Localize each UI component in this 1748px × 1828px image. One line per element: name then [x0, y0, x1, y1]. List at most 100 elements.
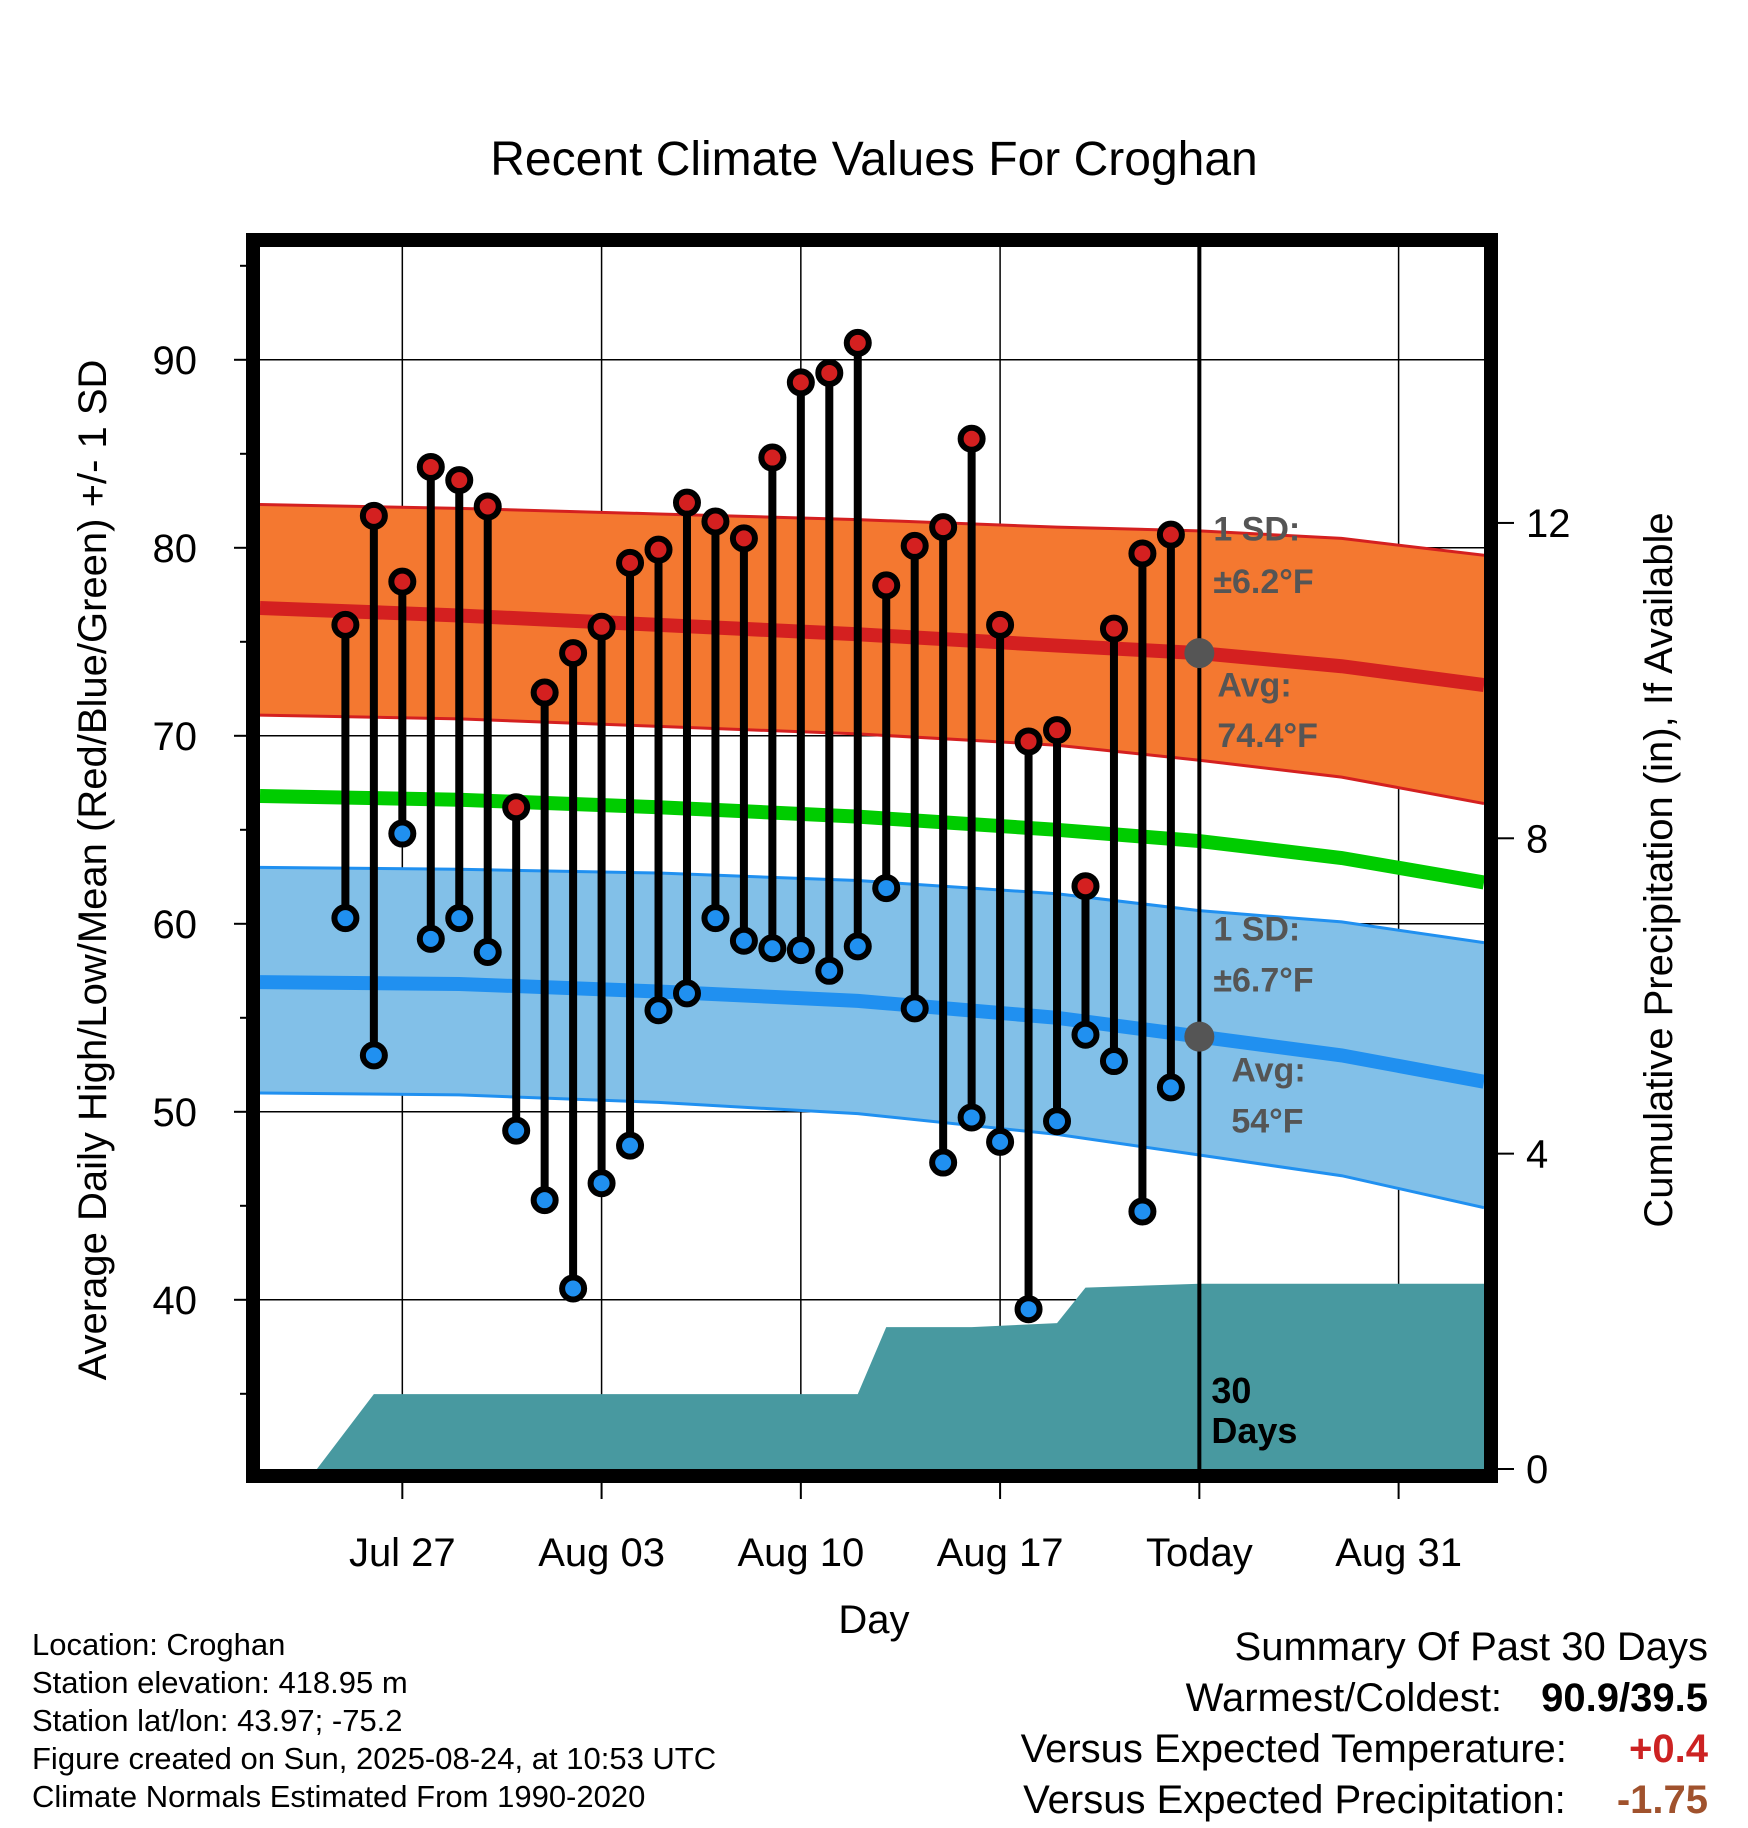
- y-tick-label: 80: [153, 527, 198, 571]
- low-point: [359, 1041, 388, 1070]
- low-sd-label: 1 SD:: [1213, 911, 1300, 949]
- x-axis-label: Day: [838, 1598, 909, 1642]
- y-tick-label: 40: [153, 1279, 198, 1323]
- high-point: [1071, 872, 1100, 901]
- x-tick-label: Jul 27: [349, 1531, 456, 1575]
- high-point: [331, 610, 360, 639]
- low-point: [587, 1169, 616, 1198]
- low-point: [929, 1148, 958, 1177]
- low-point: [1043, 1107, 1072, 1136]
- high-avg-value: 74.4°F: [1217, 717, 1318, 755]
- high-point: [445, 466, 474, 495]
- low-point: [445, 904, 474, 933]
- summary-temp: Versus Expected Temperature: +0.4: [1021, 1724, 1708, 1775]
- latlon-text: Station lat/lon: 43.97; -75.2: [32, 1703, 403, 1738]
- low-point: [815, 956, 844, 985]
- precip-area: [260, 1283, 1484, 1469]
- today-low-normal-marker: [1184, 1021, 1215, 1052]
- high-point: [416, 452, 445, 481]
- low-point: [758, 934, 787, 963]
- low-point: [672, 979, 701, 1008]
- created-text: Figure created on Sun, 2025-08-24, at 10…: [32, 1741, 717, 1776]
- high-point: [872, 571, 901, 600]
- high-point: [1014, 727, 1043, 756]
- low-band-upper-edge: [260, 865, 1484, 945]
- y2-axis-label: Cumulative Precipitation (in), If Availa…: [1637, 512, 1681, 1227]
- low-point: [1099, 1047, 1128, 1076]
- x-tick-label: Today: [1146, 1531, 1253, 1575]
- y2-tick-label: 8: [1526, 817, 1548, 861]
- y-tick-label: 50: [153, 1091, 198, 1135]
- station-metadata: Location: Croghan Station elevation: 418…: [32, 1626, 716, 1816]
- y2-tick-label: 12: [1526, 502, 1571, 546]
- low-point: [786, 936, 815, 965]
- today-high-normal-marker: [1184, 638, 1215, 669]
- low-point: [957, 1103, 986, 1132]
- high-point: [1128, 539, 1157, 568]
- plot-frame: [246, 233, 1498, 1483]
- high-point: [786, 368, 815, 397]
- high-point: [729, 524, 758, 553]
- low-point: [473, 938, 502, 966]
- y-tick-label: 60: [153, 903, 198, 947]
- y-axis-label: Average Daily High/Low/Mean (Red/Blue/Gr…: [71, 360, 115, 1381]
- precip-anomaly-label: Versus Expected Precipitation:: [1023, 1778, 1566, 1822]
- low-point: [644, 996, 673, 1025]
- normal-high-line: [260, 600, 1484, 692]
- summary-title: Summary Of Past 30 Days: [1234, 1625, 1708, 1669]
- high-point: [502, 793, 531, 822]
- high-point: [758, 443, 787, 472]
- low-point: [559, 1274, 588, 1303]
- high-point: [672, 488, 701, 517]
- low-sd-value: ±6.7°F: [1213, 961, 1313, 999]
- temp-anomaly-value: +0.4: [1629, 1727, 1708, 1771]
- low-point: [530, 1186, 559, 1215]
- days-word-label: Days: [1211, 1410, 1297, 1451]
- low-avg-value: 54°F: [1231, 1102, 1303, 1140]
- high-point: [644, 535, 673, 564]
- y2-tick-label: 4: [1526, 1133, 1548, 1177]
- high-sd-label: 1 SD:: [1213, 510, 1300, 548]
- x-tick-label: Aug 10: [737, 1531, 864, 1575]
- high-point: [843, 328, 872, 357]
- warm-cold-value: 90.9/39.5: [1541, 1676, 1708, 1720]
- low-point: [900, 994, 929, 1023]
- low-point: [616, 1131, 645, 1160]
- low-avg-label: Avg:: [1231, 1052, 1305, 1090]
- location-text: Location: Croghan: [32, 1627, 286, 1662]
- low-point: [388, 819, 417, 848]
- summary-warm-cold: Warmest/Coldest: 90.9/39.5: [1021, 1673, 1708, 1724]
- temp-anomaly-label: Versus Expected Temperature:: [1020, 1727, 1567, 1771]
- high-point: [1099, 614, 1128, 643]
- high-sd-value: ±6.2°F: [1213, 563, 1313, 601]
- low-point: [986, 1127, 1015, 1156]
- low-point: [1014, 1295, 1043, 1324]
- high-point: [986, 610, 1015, 639]
- summary-precip: Versus Expected Precipitation: -1.75: [1021, 1775, 1708, 1826]
- high-point: [957, 424, 986, 453]
- x-tick-label: Aug 17: [937, 1531, 1064, 1575]
- x-tick-label: Aug 03: [538, 1531, 665, 1575]
- high-point: [1043, 716, 1072, 745]
- high-point: [587, 612, 616, 641]
- plot-area: 1 SD: ±6.2°F Avg: 74.4°F 1 SD: ±6.7°F Avg: 54°F…: [153, 233, 1571, 1575]
- elevation-text: Station elevation: 418.95 m: [32, 1665, 408, 1700]
- warm-cold-label: Warmest/Coldest:: [1185, 1676, 1503, 1720]
- normals-text: Climate Normals Estimated From 1990-2020: [32, 1779, 646, 1814]
- high-avg-label: Avg:: [1217, 666, 1291, 704]
- high-point: [1156, 520, 1185, 549]
- high-point: [815, 358, 844, 387]
- high-sd-band: [260, 504, 1484, 804]
- low-point: [416, 924, 445, 953]
- high-point: [530, 678, 559, 707]
- low-point: [872, 874, 901, 903]
- low-point: [701, 904, 730, 933]
- high-point: [900, 531, 929, 560]
- summary-panel: Summary Of Past 30 Days Warmest/Coldest:…: [1021, 1622, 1708, 1826]
- high-point: [616, 548, 645, 577]
- low-sd-band: [260, 867, 1484, 1208]
- y-tick-label: 90: [153, 339, 198, 383]
- low-point: [331, 904, 360, 933]
- high-point: [559, 639, 588, 668]
